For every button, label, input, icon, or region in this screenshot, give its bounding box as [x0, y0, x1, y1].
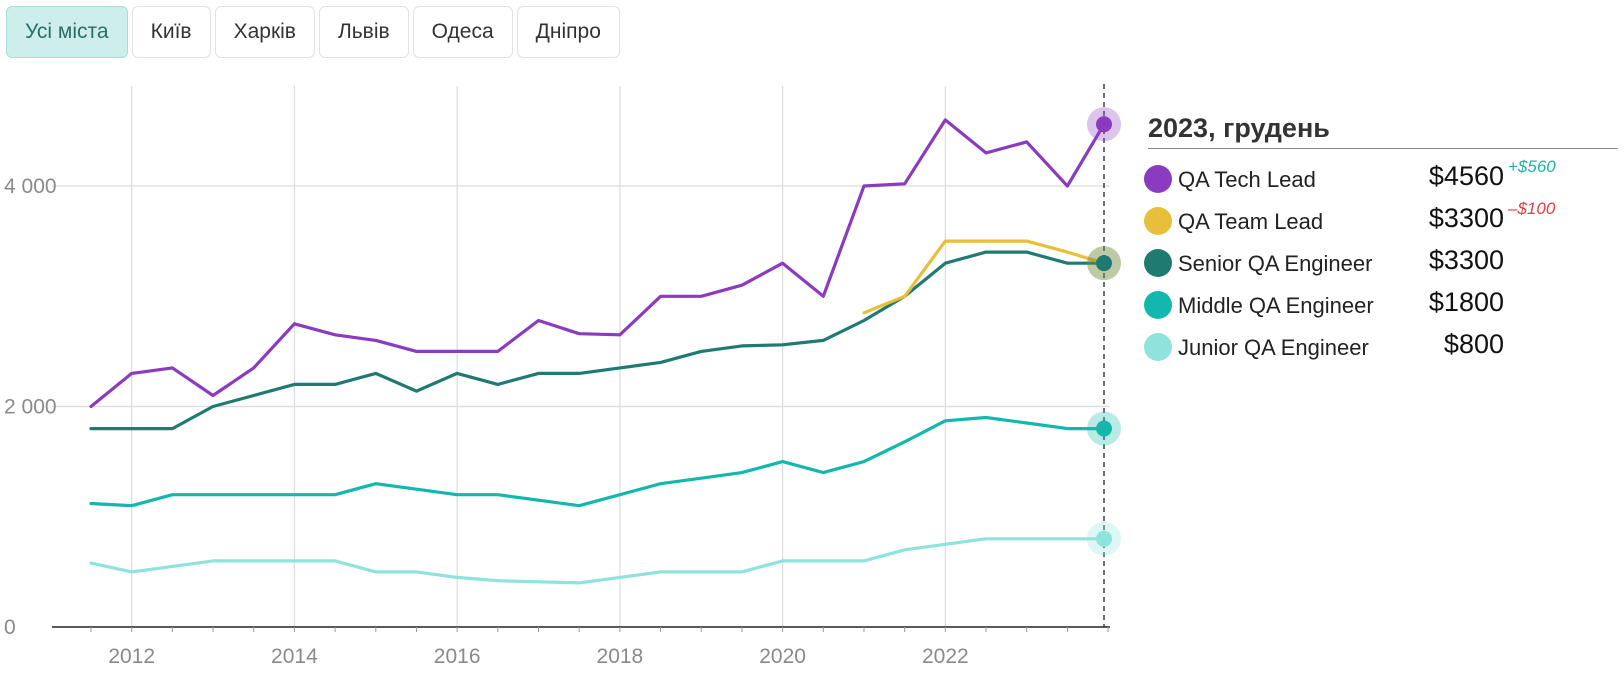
legend-value: $3300: [1428, 245, 1504, 275]
legend-label: QA Team Lead: [1178, 209, 1324, 234]
end-point-dot: [1096, 255, 1112, 272]
x-tick-label: 2020: [759, 645, 806, 668]
city-tabs: Усі міста Київ Харків Львів Одеса Дніпро: [6, 6, 620, 58]
tab-lviv[interactable]: Львів: [318, 6, 409, 58]
legend-label: Junior QA Engineer: [1178, 335, 1369, 360]
legend-value: $4560: [1428, 161, 1504, 191]
legend-value: $1800: [1428, 287, 1504, 317]
series-line-qa-team-lead: [862, 239, 1106, 315]
legend-dot: [1144, 207, 1172, 235]
end-markers: [1087, 107, 1121, 556]
legend-label: QA Tech Lead: [1178, 167, 1316, 192]
legend-value: $3300: [1428, 203, 1504, 233]
series-line-middle-qa-engineer: [89, 415, 1106, 508]
series-line-qa-tech-lead: [89, 118, 1106, 409]
y-tick-label: 4 000: [4, 175, 57, 198]
legend-label: Senior QA Engineer: [1178, 251, 1373, 276]
legend-delta: –$100: [1508, 199, 1556, 218]
tab-dnipro[interactable]: Дніпро: [516, 6, 620, 58]
x-tick-label: 2014: [271, 645, 318, 668]
legend-item-qa-tech-lead[interactable]: QA Tech Lead $4560 +$560: [1144, 157, 1618, 201]
legend-dot: [1144, 333, 1172, 361]
legend-item-middle-qa-engineer[interactable]: Middle QA Engineer $1800: [1144, 285, 1618, 327]
x-tick-label: 2016: [434, 645, 481, 668]
legend-delta: +$560: [1508, 157, 1556, 176]
legend-dot: [1144, 165, 1172, 193]
legend-item-qa-team-lead[interactable]: QA Team Lead $3300 –$100: [1144, 199, 1618, 243]
end-point-dot: [1096, 530, 1112, 547]
axes: 2012 2014 2016 2018 2020 2022 0 2 000 4 000: [4, 84, 1110, 668]
grid: [52, 86, 1110, 627]
tab-kyiv[interactable]: Київ: [131, 6, 211, 58]
end-point-dot: [1096, 116, 1112, 133]
y-tick-label: 2 000: [4, 396, 57, 419]
legend-label: Middle QA Engineer: [1178, 293, 1374, 318]
series-line-junior-qa-engineer: [89, 537, 1106, 585]
x-tick-label: 2012: [108, 645, 155, 668]
series-line-senior-qa-engineer: [89, 250, 1106, 431]
legend-divider: [1148, 148, 1618, 149]
series: [89, 118, 1106, 585]
tab-kharkiv[interactable]: Харків: [214, 6, 315, 58]
tab-all-cities[interactable]: Усі міста: [6, 6, 128, 58]
legend-item-junior-qa-engineer[interactable]: Junior QA Engineer $800: [1144, 327, 1618, 369]
legend-dot: [1144, 291, 1172, 319]
legend-dot: [1144, 249, 1172, 277]
x-tick-label: 2022: [922, 645, 969, 668]
legend-value: $800: [1443, 329, 1504, 359]
legend-title: 2023, грудень: [1148, 113, 1330, 143]
salary-line-chart: 2012 2014 2016 2018 2020 2022 0 2 000 4 000: [4, 84, 1121, 668]
end-point-dot: [1096, 420, 1112, 437]
tab-odesa[interactable]: Одеса: [412, 6, 513, 58]
x-tick-label: 2018: [597, 645, 644, 668]
y-tick-label: 0: [4, 616, 16, 639]
legend-panel: 2023, грудень QA Tech Lead $4560 +$560 Q…: [1144, 108, 1618, 369]
legend-item-senior-qa-engineer[interactable]: Senior QA Engineer $3300: [1144, 243, 1618, 285]
